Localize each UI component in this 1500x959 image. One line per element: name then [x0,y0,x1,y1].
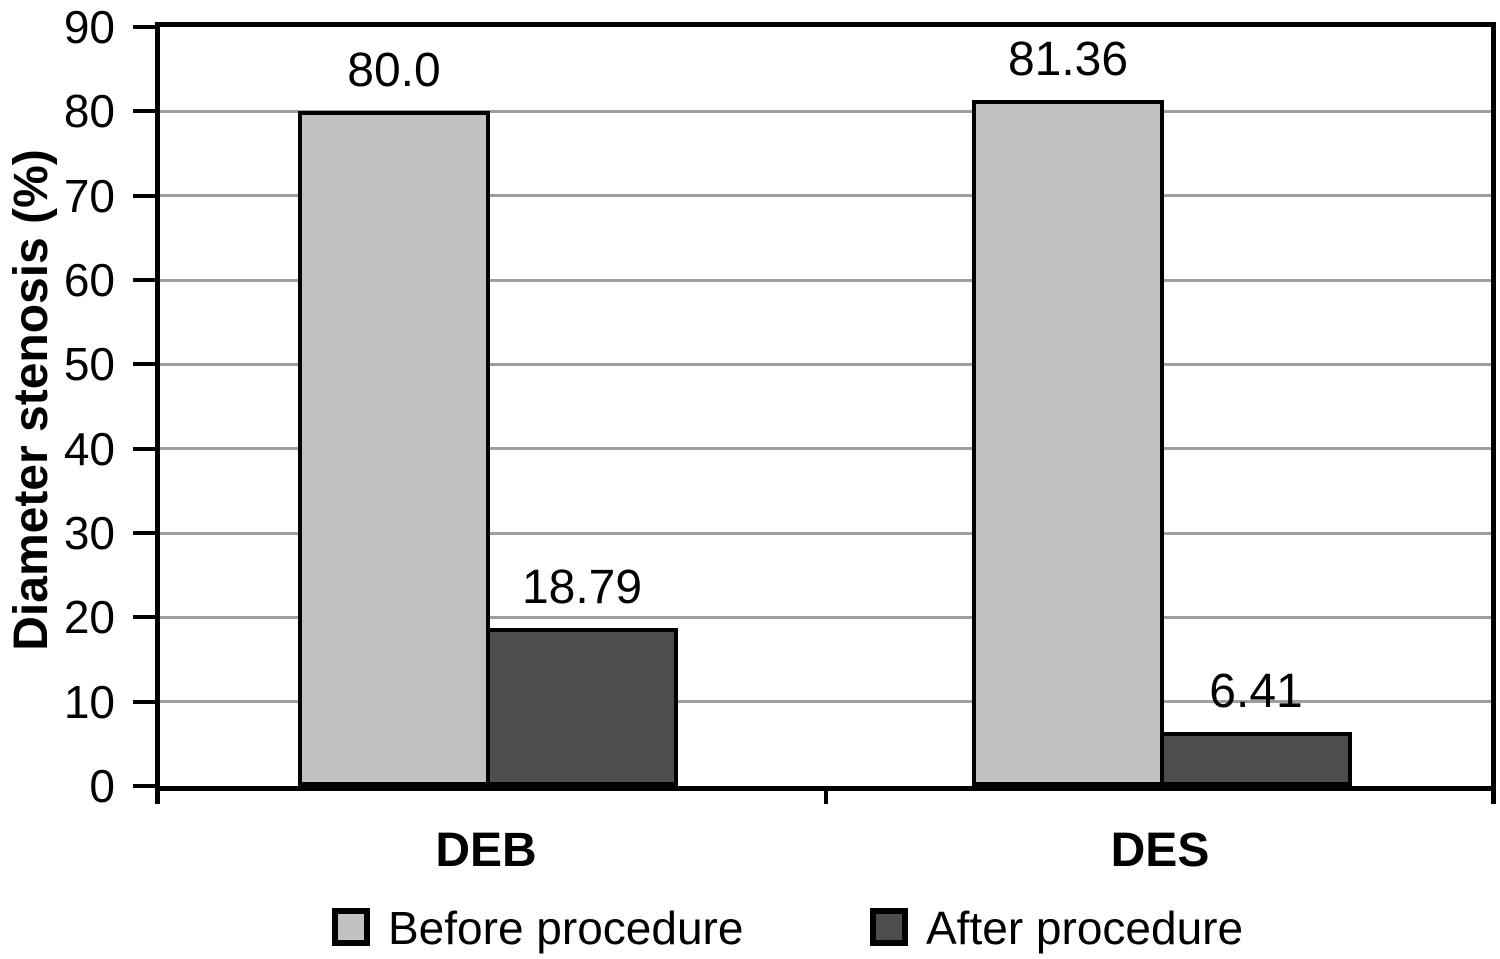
legend-label-after: After procedure [926,902,1244,954]
value-label: 81.36 [1007,32,1129,86]
x-axis-tick [823,786,828,804]
bar-after-des [1160,731,1352,786]
y-tick-label: 30 [63,507,115,559]
y-axis-tick [133,278,156,282]
y-axis-tick [133,193,156,198]
y-tick-label: 70 [63,169,115,222]
bar-before-des [972,99,1164,786]
value-label: 18.79 [521,560,643,614]
x-axis-tick [155,786,160,804]
y-tick-label: 50 [63,338,115,391]
y-tick-label: 80 [63,85,115,138]
y-axis-tick [133,446,156,451]
y-tick-label: 0 [89,760,115,812]
legend-label-before: Before procedure [388,902,744,954]
gridline [160,362,1491,366]
legend-swatch-before-icon [332,908,370,946]
gridline [160,531,1491,535]
y-tick-label: 40 [63,422,115,475]
gridline [160,194,1491,198]
y-axis-tick [133,531,156,535]
plot-area [155,22,1496,791]
y-axis-tick [133,362,156,367]
value-label: 80.0 [347,44,441,98]
bar-before-deb [298,111,490,786]
y-axis-tick [133,699,156,704]
legend-swatch-after-icon [870,908,908,946]
y-axis-tick [133,109,156,114]
gridline [160,278,1491,282]
y-tick-label: 90 [63,1,115,53]
value-label: 6.41 [1209,664,1303,718]
y-tick-label: 10 [63,675,115,728]
y-tick-label: 20 [63,591,115,644]
category-label-deb: DEB [435,824,537,877]
gridline [160,109,1491,113]
gridline [160,615,1491,619]
y-axis-tick [133,25,156,29]
y-tick-label: 60 [63,254,115,306]
y-axis-tick [133,784,156,788]
gridline [160,700,1491,704]
y-axis-tick [133,615,156,620]
bar-after-deb [486,627,678,786]
x-axis-tick [1491,786,1496,804]
gridline [160,447,1491,451]
category-label-des: DES [1110,824,1210,877]
